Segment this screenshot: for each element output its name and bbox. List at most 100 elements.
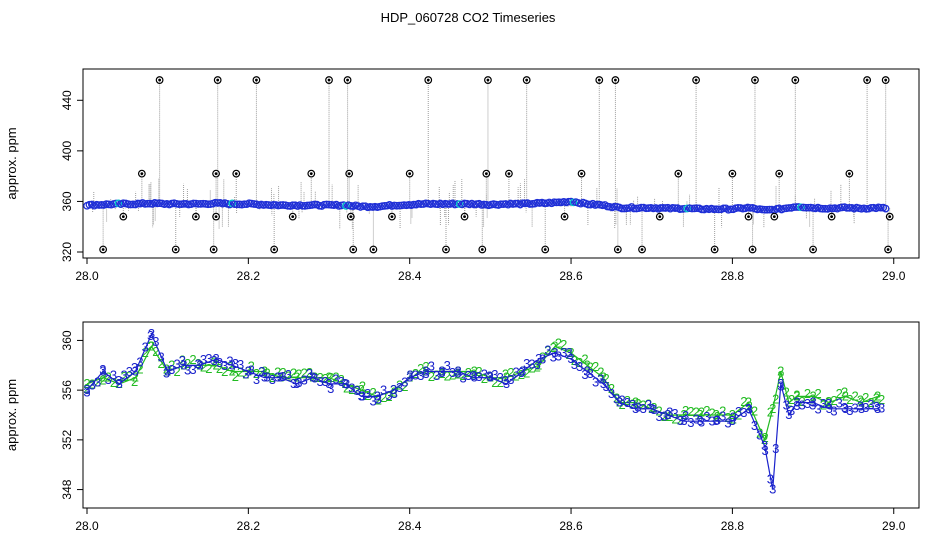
series-marker: 2	[629, 397, 636, 412]
data-point	[584, 200, 592, 209]
data-point	[697, 205, 706, 214]
outlier-point-core	[101, 248, 105, 251]
outlier-points	[99, 76, 894, 254]
series-marker: 3	[587, 366, 594, 381]
data-point: 3	[358, 388, 365, 403]
y-tick-label: 320	[60, 242, 74, 262]
data-point: 3	[551, 345, 558, 360]
series-marker: 3	[550, 350, 557, 365]
series-marker: 2	[152, 344, 159, 359]
data-point: 2	[697, 407, 704, 422]
series-marker: 2	[772, 391, 779, 406]
data-point	[642, 204, 650, 213]
series-marker: 2	[746, 398, 753, 413]
series-marker: 2	[158, 356, 165, 371]
outlier-point	[442, 245, 450, 254]
outlier-point	[885, 212, 894, 221]
outlier-point	[845, 169, 854, 178]
series-marker: 2	[507, 365, 514, 380]
series-marker: 2	[142, 345, 149, 360]
data-point	[799, 203, 808, 212]
series-smoothed	[83, 197, 890, 215]
series-marker: 2	[502, 367, 509, 382]
outlier-point-core	[811, 248, 815, 251]
series-marker: 3	[852, 400, 859, 415]
outlier-point	[349, 245, 358, 254]
data-point	[671, 204, 679, 212]
outlier-point-core	[614, 78, 617, 82]
data-point	[95, 201, 103, 209]
outlier-point	[325, 76, 333, 84]
outlier-point-core	[830, 215, 834, 219]
outlier-point-core	[753, 78, 757, 82]
series-marker: 3	[613, 391, 620, 406]
outlier-point	[478, 245, 487, 254]
data-point: 2	[293, 370, 300, 385]
series-marker: 3	[825, 396, 832, 411]
data-point	[325, 200, 333, 209]
series-marker: 3	[460, 370, 467, 385]
outlier-point	[577, 169, 586, 178]
series-marker: 2	[603, 371, 610, 386]
data-point	[746, 204, 754, 212]
series-marker: 3	[375, 392, 382, 407]
outlier-point-core	[694, 78, 698, 82]
series-marker: 3	[237, 357, 244, 372]
series-marker: 2	[820, 398, 827, 413]
data-point: 3	[809, 395, 816, 410]
x-tick-label: 28.2	[237, 519, 261, 533]
data-point: 2	[632, 395, 639, 410]
series-marker: 2	[767, 405, 774, 420]
data-point: 2	[503, 370, 510, 385]
series-marker: 2	[634, 396, 641, 411]
series-marker: 3	[565, 345, 572, 360]
series-marker: 2	[486, 369, 493, 384]
series-marker: 2	[777, 368, 784, 383]
series-marker: 3	[248, 363, 255, 378]
series-marker: 3	[295, 375, 302, 390]
series-marker: 2	[83, 381, 90, 396]
data-point	[763, 205, 771, 214]
data-point	[801, 203, 810, 212]
data-point	[785, 204, 793, 212]
data-point: 3	[180, 357, 187, 372]
outlier-point-core	[121, 215, 125, 219]
series-marker: 2	[661, 409, 668, 424]
data-point	[564, 197, 573, 206]
data-point: 2	[769, 401, 776, 416]
series-marker: 2	[645, 397, 652, 412]
outlier-point-core	[212, 248, 216, 251]
series-marker: 3	[205, 351, 212, 366]
outlier-point	[270, 245, 279, 254]
data-point	[714, 205, 723, 214]
data-point: 3	[842, 401, 849, 416]
data-point	[630, 204, 638, 213]
outlier-point-core	[349, 215, 353, 219]
data-point	[240, 200, 249, 209]
outlier-point-core	[214, 172, 218, 176]
series-marker: 2	[608, 381, 615, 396]
series-marker: 2	[301, 365, 308, 380]
series-marker: 3	[708, 413, 715, 428]
series-marker: 2	[401, 379, 408, 394]
outlier-point	[560, 212, 569, 221]
series-marker: 2	[433, 368, 440, 383]
series-marker: 2	[216, 361, 223, 376]
data-point: 3	[132, 364, 139, 379]
series-marker: 2	[698, 404, 705, 419]
outlier-point-core	[426, 78, 430, 82]
data-point	[843, 204, 851, 212]
series-marker: 3	[777, 378, 784, 393]
data-point	[540, 199, 549, 208]
outlier-point	[213, 76, 222, 84]
series-marker: 3	[751, 418, 758, 433]
series-marker: 2	[417, 361, 424, 376]
data-point	[734, 203, 742, 212]
data-point: 3	[261, 370, 268, 385]
series-marker: 3	[221, 358, 228, 373]
data-point: 2	[212, 357, 219, 372]
outlier-point	[884, 245, 892, 254]
series-marker: 2	[751, 403, 758, 418]
series-marker: 2	[852, 389, 859, 404]
series-marker: 2	[825, 394, 832, 409]
